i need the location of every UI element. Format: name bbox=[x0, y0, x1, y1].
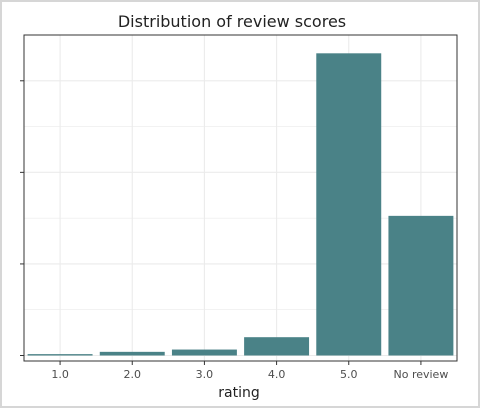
bar-3-0 bbox=[171, 349, 237, 356]
chart-title: Distribution of review scores bbox=[118, 12, 346, 31]
x-tick-label: 2.0 bbox=[124, 368, 142, 381]
bar-2-0 bbox=[99, 351, 165, 356]
bars bbox=[27, 53, 454, 356]
x-axis-label: rating bbox=[218, 385, 259, 401]
x-tick-label: No review bbox=[393, 368, 448, 381]
x-tick-label: 1.0 bbox=[51, 368, 69, 381]
x-tick-label: 5.0 bbox=[340, 368, 358, 381]
bar-5-0 bbox=[316, 53, 382, 356]
y-axis-ticks bbox=[20, 80, 24, 357]
x-axis-ticks: 1.0 2.0 3.0 4.0 5.0 No review bbox=[51, 361, 448, 381]
bar-no-review bbox=[388, 215, 454, 356]
x-tick-label: 3.0 bbox=[196, 368, 214, 381]
x-tick-label: 4.0 bbox=[268, 368, 286, 381]
bar-4-0 bbox=[244, 337, 310, 356]
bar-1-0 bbox=[27, 354, 93, 356]
plot-panel bbox=[23, 34, 458, 362]
